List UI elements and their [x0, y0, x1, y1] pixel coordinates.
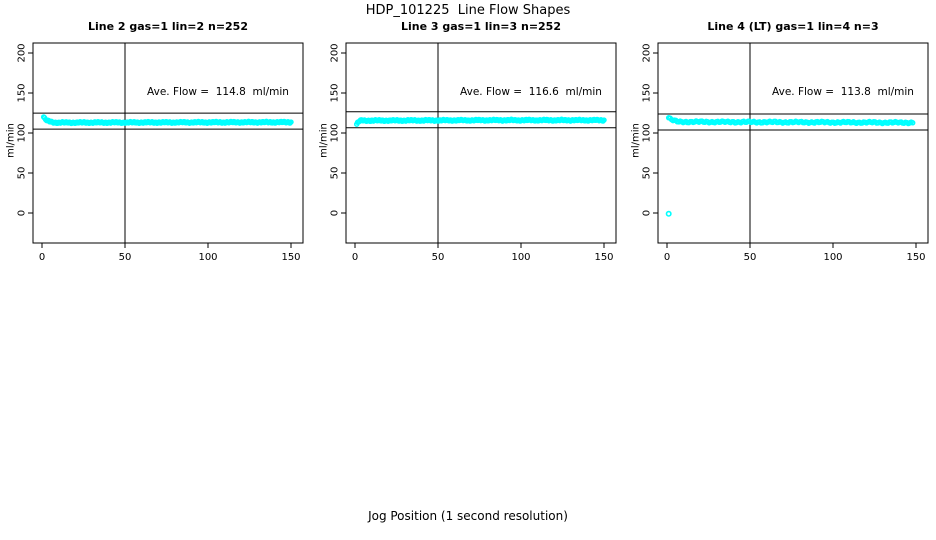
- y-tick-label: 0: [330, 210, 341, 216]
- y-tick-label: 50: [17, 167, 28, 180]
- x-tick-label: 100: [511, 252, 530, 263]
- plot-area-line3: 0 50 100 150 200 0 50 100 150: [330, 42, 617, 263]
- panel-title-line4: Line 4 (LT) gas=1 lin=4 n=3: [707, 20, 879, 33]
- plot-area-line4: 0 50 100 150 200 0 50 100 150: [642, 42, 929, 263]
- figure-title: HDP_101225 Line Flow Shapes: [365, 3, 571, 18]
- panel-title-line3: Line 3 gas=1 lin=3 n=252: [400, 20, 561, 33]
- ave-flow-annotation: Ave. Flow = 116.6 ml/min: [460, 86, 602, 98]
- outlier-point: [665, 210, 672, 217]
- x-tick-label: 50: [432, 252, 445, 263]
- plot-box: [345, 42, 617, 244]
- x-axis-label: Jog Position (1 second resolution): [368, 509, 568, 523]
- plot-box: [32, 42, 304, 244]
- ave-flow-annotation: Ave. Flow = 114.8 ml/min: [147, 86, 289, 98]
- data-point: [601, 117, 607, 123]
- x-tick-label: 150: [281, 252, 300, 263]
- y-tick-label: 100: [330, 123, 341, 142]
- x-tick-label: 50: [119, 252, 132, 263]
- y-tick-label: 200: [330, 43, 341, 62]
- data-point: [288, 119, 294, 125]
- y-tick-label: 150: [642, 83, 653, 102]
- y-tick-label: 100: [17, 123, 28, 142]
- x-tick-label: 100: [198, 252, 217, 263]
- y-tick-label: 50: [330, 167, 341, 180]
- y-tick-label: 150: [330, 83, 341, 102]
- x-tick-label: 100: [823, 252, 842, 263]
- y-tick-label: 50: [642, 167, 653, 180]
- ave-flow-annotation: Ave. Flow = 113.8 ml/min: [772, 86, 914, 98]
- x-tick-label: 0: [39, 252, 45, 263]
- plot-box: [657, 42, 929, 244]
- data-points: [665, 115, 916, 217]
- x-tick-label: 0: [352, 252, 358, 263]
- y-tick-label: 200: [642, 43, 653, 62]
- panel-title-line2: Line 2 gas=1 lin=2 n=252: [87, 20, 248, 33]
- plot-area-line2: 0 50 100 150 200 0 50 100 150: [17, 42, 304, 263]
- x-tick-label: 150: [594, 252, 613, 263]
- y-tick-label: 150: [17, 83, 28, 102]
- y-tick-label: 100: [642, 123, 653, 142]
- data-point: [909, 120, 916, 126]
- y-tick-label: 0: [17, 210, 28, 216]
- data-points: [353, 116, 607, 127]
- data-points: [40, 114, 294, 127]
- x-tick-label: 50: [744, 252, 757, 263]
- y-tick-label: 0: [642, 210, 653, 216]
- x-tick-label: 0: [664, 252, 670, 263]
- y-tick-label: 200: [17, 43, 28, 62]
- x-tick-label: 150: [906, 252, 925, 263]
